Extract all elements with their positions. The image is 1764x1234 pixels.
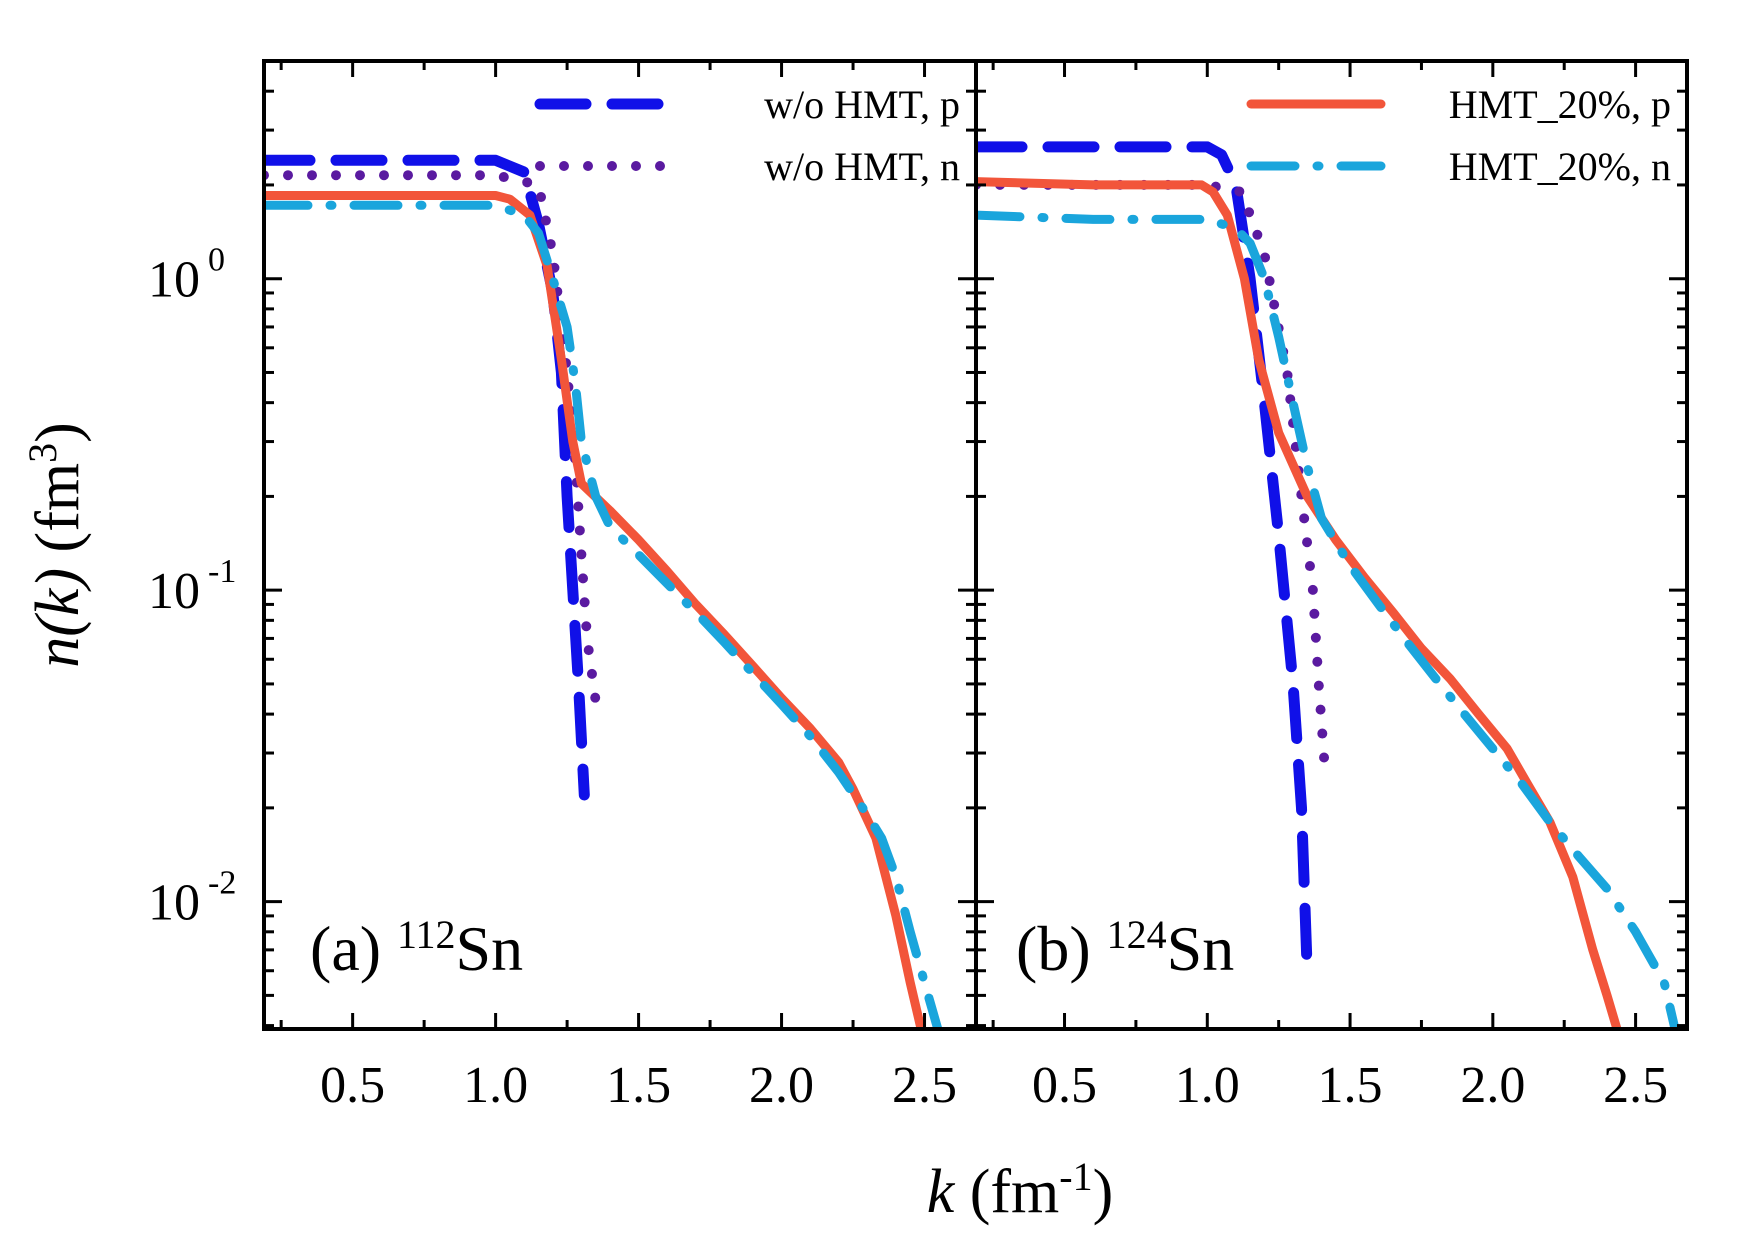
x-tick-label: 2.5 bbox=[1603, 1057, 1668, 1114]
x-tick-label: 2.5 bbox=[892, 1057, 957, 1114]
panel-label-b: (b) 124Sn bbox=[1016, 912, 1234, 985]
series-line-wo-p-b bbox=[976, 141, 1313, 977]
series-line-wo-p-a bbox=[264, 154, 590, 801]
x-tick-label: 2.0 bbox=[749, 1057, 814, 1114]
series-group-b bbox=[976, 141, 1680, 1029]
panel-label-a: (a) 112Sn bbox=[310, 912, 523, 985]
series-line-hmt-n-b bbox=[976, 210, 1680, 1029]
y-tick-label: 10 -2 bbox=[148, 865, 236, 932]
x-tick-label: 1.0 bbox=[1175, 1057, 1240, 1114]
legend-label: w/o HMT, n bbox=[764, 144, 960, 189]
series-line-hmt-p-b bbox=[976, 177, 1622, 1029]
legend-label: HMT_20%, n bbox=[1449, 144, 1671, 189]
x-axis-label: k (fm-1) bbox=[927, 1154, 1114, 1227]
x-tick-label: 1.0 bbox=[463, 1057, 528, 1114]
series-line-hmt-n-a bbox=[264, 200, 943, 1029]
y-axis-label: n(k) (fm3) bbox=[20, 422, 93, 668]
panel-a: w/o HMT, p w/o HMT, n (a) 112Sn bbox=[262, 59, 978, 1031]
y-tick-label: 10 -1 bbox=[148, 553, 236, 620]
series-line-wo-n-b bbox=[976, 179, 1330, 768]
legend-a: w/o HMT, p w/o HMT, n bbox=[534, 82, 960, 189]
x-tick-label: 1.5 bbox=[1318, 1057, 1383, 1114]
legend-label: w/o HMT, p bbox=[764, 82, 960, 127]
x-tick-label: 0.5 bbox=[320, 1057, 385, 1114]
ticks-group-b bbox=[976, 59, 1687, 1029]
plot-frame-b bbox=[974, 59, 1689, 1031]
x-tick-label: 0.5 bbox=[1032, 1057, 1097, 1114]
y-tick-label: 10 0 bbox=[148, 242, 225, 309]
legend-label: HMT_20%, p bbox=[1449, 82, 1671, 127]
legend-b: HMT_20%, p HMT_20%, n bbox=[1246, 82, 1671, 189]
x-tick-labels: 0.5 1.0 1.5 2.0 2.5 0.5 1.0 1.5 2.0 2.5 bbox=[320, 1057, 1668, 1114]
x-tick-label: 2.0 bbox=[1460, 1057, 1525, 1114]
x-tick-label: 1.5 bbox=[606, 1057, 671, 1114]
series-group-a bbox=[264, 154, 943, 1029]
panel-b: HMT_20%, p HMT_20%, n (b) 124Sn bbox=[974, 59, 1689, 1031]
